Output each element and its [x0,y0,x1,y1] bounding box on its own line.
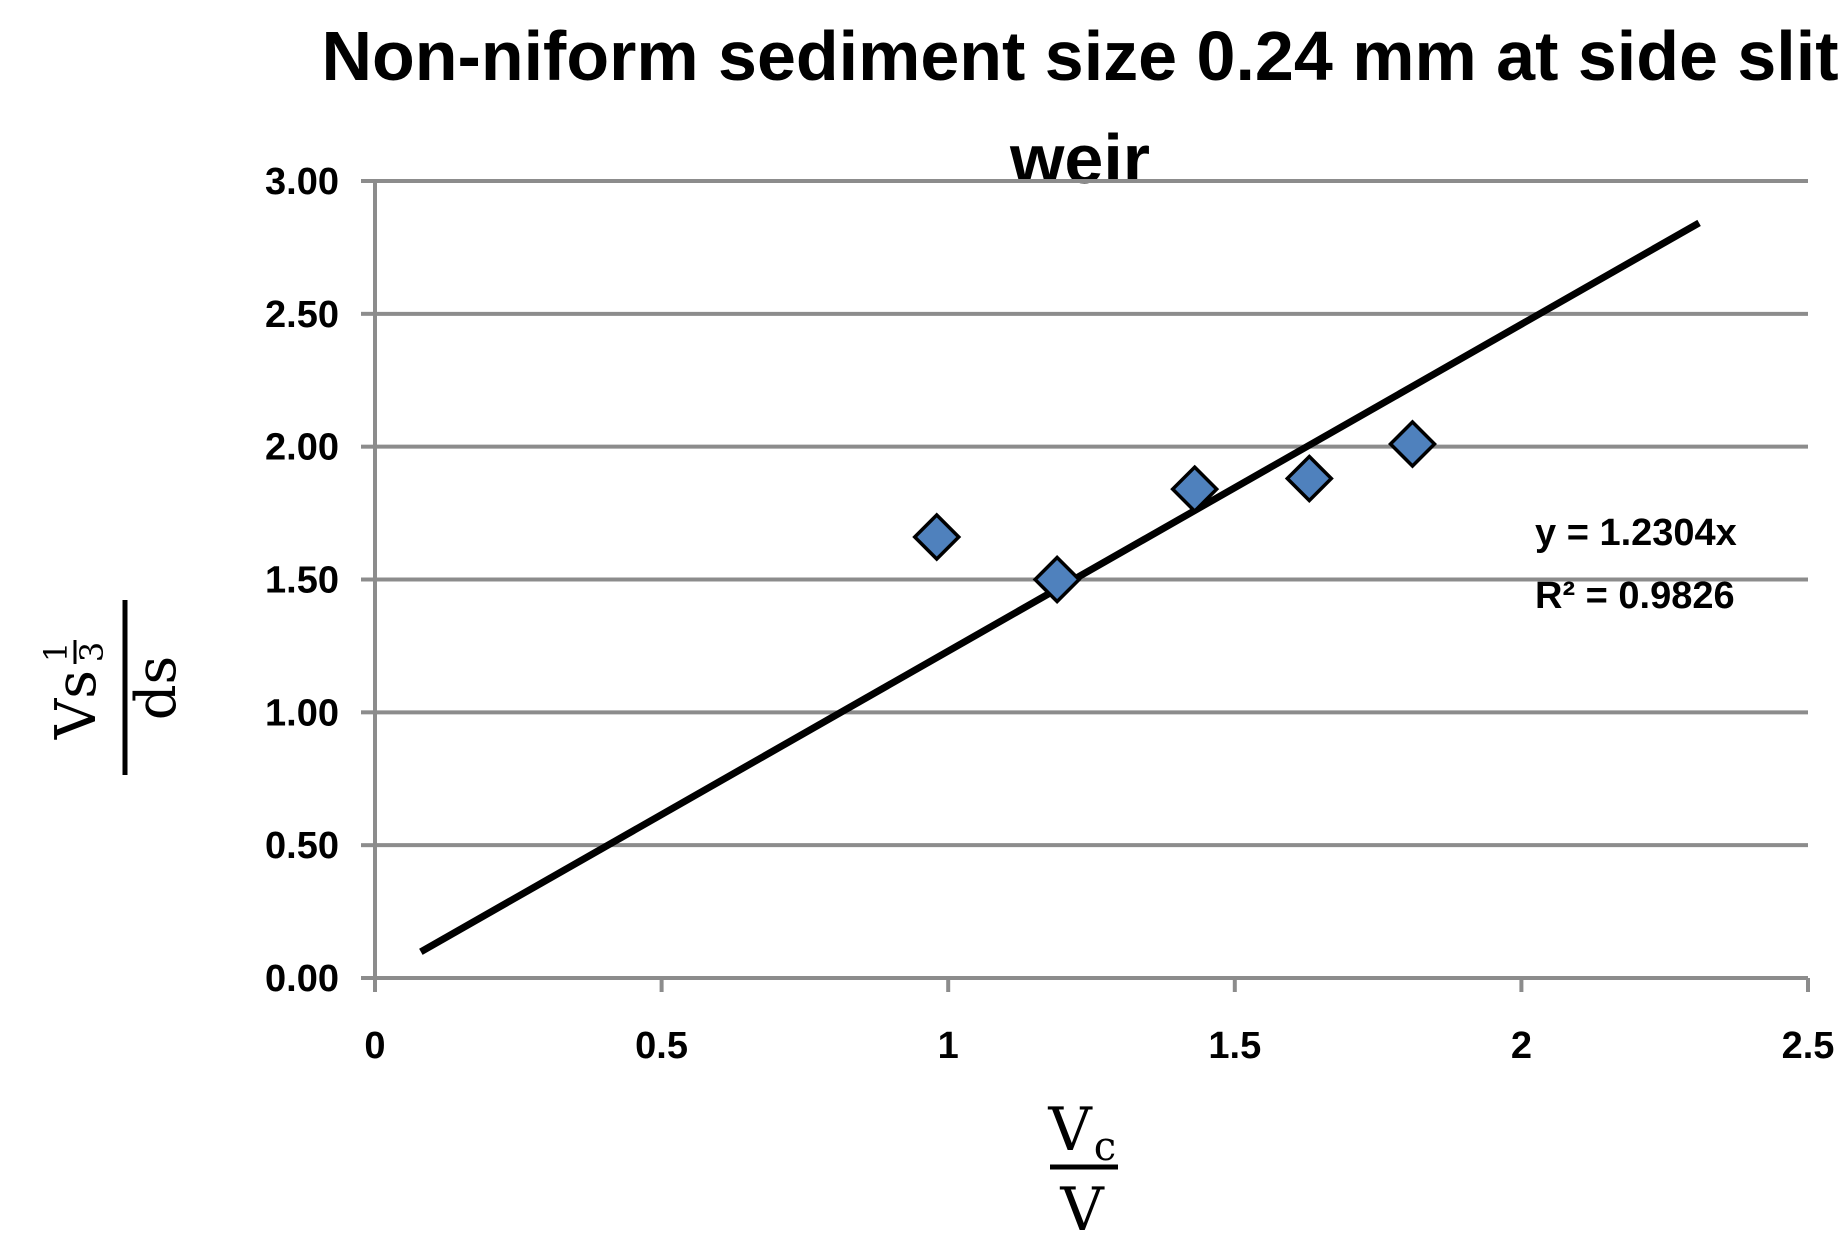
x-tick-label-1: 0.5 [635,1025,688,1067]
x-axis-label-denominator: V [1059,1175,1105,1239]
trendline-annotation: y = 1.2304x R² = 0.9826 [1535,512,1737,617]
x-axis-label-numerator: V [1047,1095,1093,1165]
trendline-equation: y = 1.2304x [1535,512,1737,554]
x-tick-label-0: 0 [364,1025,385,1067]
axes [373,181,1808,980]
y-tick-label-6: 3.00 [265,161,339,203]
y-tick-label-5: 2.50 [265,294,339,336]
y-tick-label-4: 2.00 [265,427,339,469]
data-point-4 [1388,419,1437,469]
y-tick-labels: 0.00 0.50 1.00 1.50 2.00 2.50 3.00 [265,161,339,1000]
y-tick-label-2: 1.00 [265,692,339,734]
x-tick-label-3: 1.5 [1208,1025,1261,1067]
y-axis-label: Vs 1 3 ds [37,600,189,775]
x-tick-label-2: 1 [938,1025,959,1067]
y-axis-label-denominator: ds [124,656,189,721]
y-tick-label-1: 0.50 [265,825,339,867]
x-tick-labels: 0 0.5 1 1.5 2 2.5 [364,978,1834,1067]
data-point-3 [1284,454,1334,504]
data-point-0 [912,512,962,562]
y-axis-label-exp-den: 3 [73,642,111,662]
x-tick-label-5: 2.5 [1782,1025,1835,1067]
y-axis-label-numerator: Vs [44,670,109,740]
x-axis-label-subscript: c [1094,1124,1116,1170]
y-tick-label-0: 0.00 [265,958,339,1000]
data-point-1 [1032,555,1082,604]
chart-title-line2: weir [1009,120,1150,198]
x-tick-label-4: 2 [1511,1025,1532,1067]
chart-title: Non-niform sediment size 0.24 mm at side… [321,17,1838,95]
data-point-2 [1170,464,1220,514]
y-tick-label-3: 1.50 [265,560,339,602]
y-axis-label-exp-num: 1 [37,642,75,662]
trendline-r2: R² = 0.9826 [1535,575,1735,617]
data-points [912,419,1437,604]
x-axis-label: V c V [1047,1095,1118,1239]
